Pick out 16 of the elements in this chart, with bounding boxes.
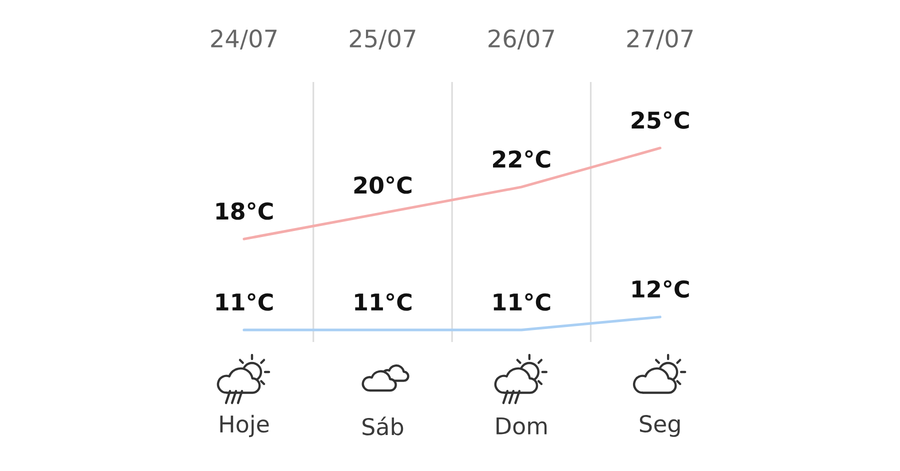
x-tick-label: 25/07 <box>350 29 416 50</box>
data-label: 11°C <box>355 293 412 311</box>
data-label: 25°C <box>632 111 689 129</box>
data-label: 12°C <box>632 280 689 298</box>
data-label: 18°C <box>216 202 273 220</box>
text: Seg <box>640 415 680 437</box>
text: Sáb <box>362 416 404 436</box>
data-label: 11°C <box>494 293 550 311</box>
x-tick-label: 27/07 <box>627 29 693 50</box>
text: Dom <box>496 417 547 435</box>
data-label: 22°C <box>493 150 550 168</box>
data-label: 11°C <box>216 293 273 311</box>
text: Hoje <box>220 414 269 438</box>
x-tick-label: 26/07 <box>488 29 554 50</box>
data-label: 20°C <box>354 176 412 194</box>
x-tick-label: 24/07 <box>211 29 277 50</box>
